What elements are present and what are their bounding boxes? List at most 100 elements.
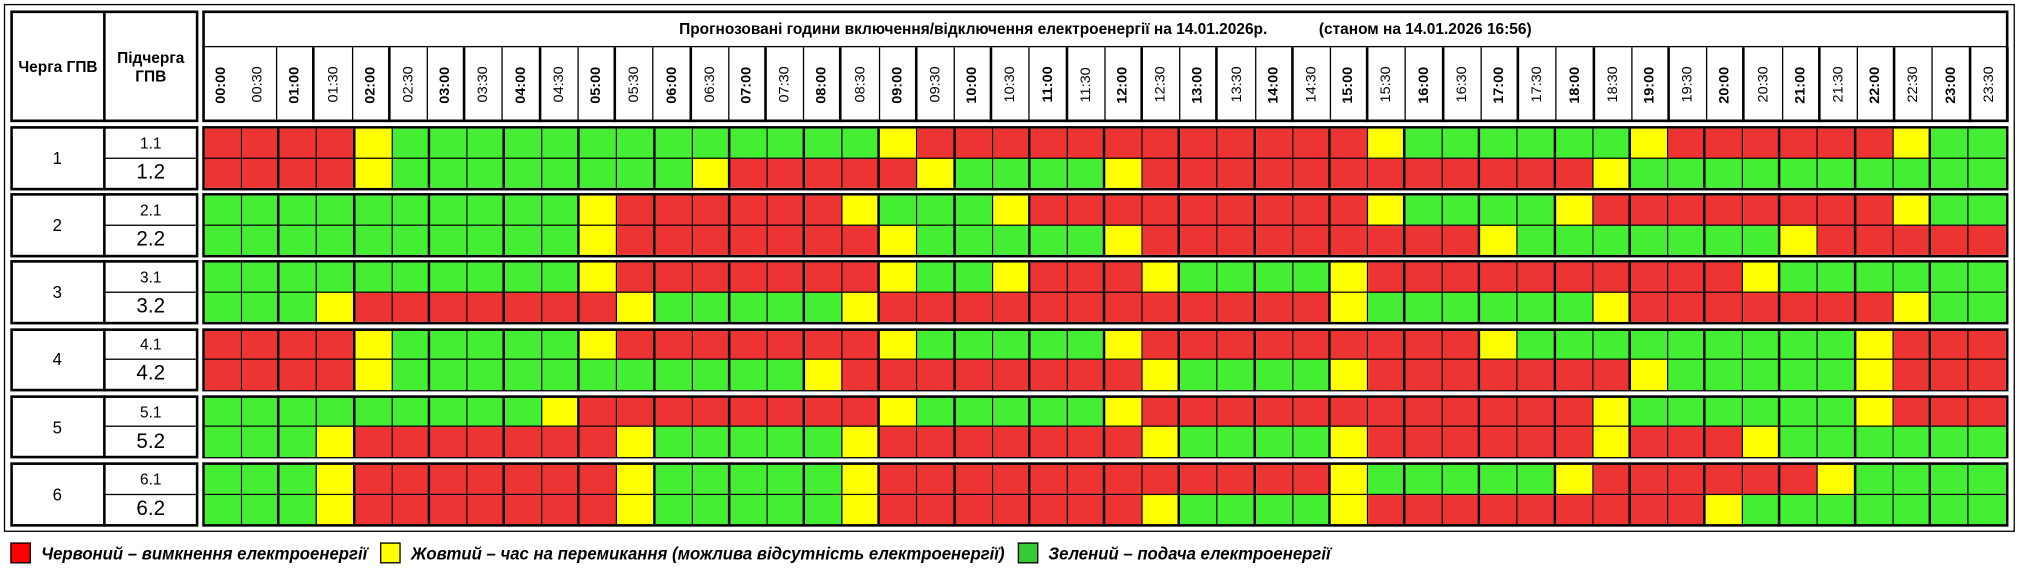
slot: [992, 330, 1031, 360]
slot: [1630, 359, 1669, 390]
slot: [917, 195, 956, 226]
slot: [1368, 330, 1406, 360]
slot: [842, 330, 881, 360]
slot: [1818, 397, 1856, 428]
slot: [617, 128, 656, 159]
slot: [917, 225, 956, 256]
slot: [1630, 225, 1669, 256]
slot: [692, 359, 731, 390]
slot: [917, 330, 956, 360]
slot: [1180, 158, 1218, 188]
slot: [1855, 427, 1894, 457]
slot: [204, 195, 243, 226]
slot: [917, 128, 956, 159]
slot: [505, 494, 543, 525]
slot: [279, 128, 318, 159]
slot: [467, 427, 506, 457]
slot: [542, 292, 581, 323]
subqueue-label: 2.1: [105, 196, 196, 226]
cells-box: [202, 395, 2009, 459]
divider: [103, 10, 106, 123]
slot: [730, 330, 768, 360]
legend-swatch: [380, 542, 401, 564]
slot: [505, 225, 543, 256]
slot: [767, 263, 806, 293]
slot: [1443, 464, 1481, 495]
slot: [1893, 427, 1931, 457]
slot: [392, 263, 430, 293]
slot: [1855, 397, 1894, 428]
slot: [1630, 195, 1669, 226]
slot: [805, 158, 843, 188]
slot: [1142, 427, 1181, 457]
legend-label: Жовтий – час на перемикання (можлива від…: [411, 543, 1005, 563]
slot: [1930, 128, 1969, 159]
slot: [1555, 225, 1594, 256]
slot: [317, 464, 355, 495]
slot: [992, 195, 1031, 226]
slot: [1142, 158, 1181, 188]
slot: [1780, 225, 1819, 256]
slot: [1855, 225, 1894, 256]
slot: [1705, 330, 1744, 360]
slot: [1443, 263, 1481, 293]
slot: [1630, 397, 1669, 428]
slot: [1368, 427, 1406, 457]
subqueue-label: 4.1: [105, 330, 196, 360]
time-label: 19:00: [1632, 47, 1670, 123]
slot: [1255, 195, 1293, 226]
slot: [392, 397, 430, 428]
slot: [1893, 158, 1931, 188]
slot: [880, 494, 918, 525]
slot: [1705, 225, 1744, 256]
slot: [1855, 128, 1894, 159]
divider: [103, 193, 106, 258]
slot: [1743, 359, 1781, 390]
slot: [1105, 427, 1143, 457]
slot: [767, 494, 806, 525]
slot: [917, 494, 956, 525]
slot: [767, 427, 806, 457]
slot: [1930, 427, 1969, 457]
slot: [354, 158, 393, 188]
slot: [992, 494, 1031, 525]
slot: [1067, 330, 1106, 360]
slot: [542, 359, 581, 390]
time-label: 15:30: [1368, 47, 1407, 123]
slot: [1930, 292, 1969, 323]
slot: [880, 195, 918, 226]
slot: [1630, 128, 1669, 159]
slot: [1180, 330, 1218, 360]
slot: [1668, 397, 1706, 428]
slot: [467, 292, 506, 323]
slot: [1330, 359, 1369, 390]
slot: [1180, 464, 1218, 495]
slot: [880, 464, 918, 495]
slot: [805, 330, 843, 360]
slot: [767, 292, 806, 323]
slot: [242, 494, 280, 525]
slot: [992, 128, 1031, 159]
slot: [279, 158, 318, 188]
slot: [242, 397, 280, 428]
subqueue-label: 4.2: [136, 362, 166, 386]
slot: [1855, 158, 1894, 188]
slot: [805, 292, 843, 323]
slot: [917, 427, 956, 457]
slot: [392, 195, 430, 226]
slot: [1217, 195, 1256, 226]
slot: [1443, 128, 1481, 159]
slot: [1180, 195, 1218, 226]
slot: [1255, 158, 1293, 188]
slot: [1330, 263, 1369, 293]
slot: [505, 464, 543, 495]
slot: [1630, 464, 1669, 495]
slot: [1217, 464, 1256, 495]
slot: [1105, 397, 1143, 428]
slot: [880, 397, 918, 428]
slot: [1968, 263, 2006, 293]
slot: [655, 359, 693, 390]
slot: [1405, 427, 1444, 457]
slot: [317, 195, 355, 226]
time-label: 01:30: [315, 47, 353, 123]
